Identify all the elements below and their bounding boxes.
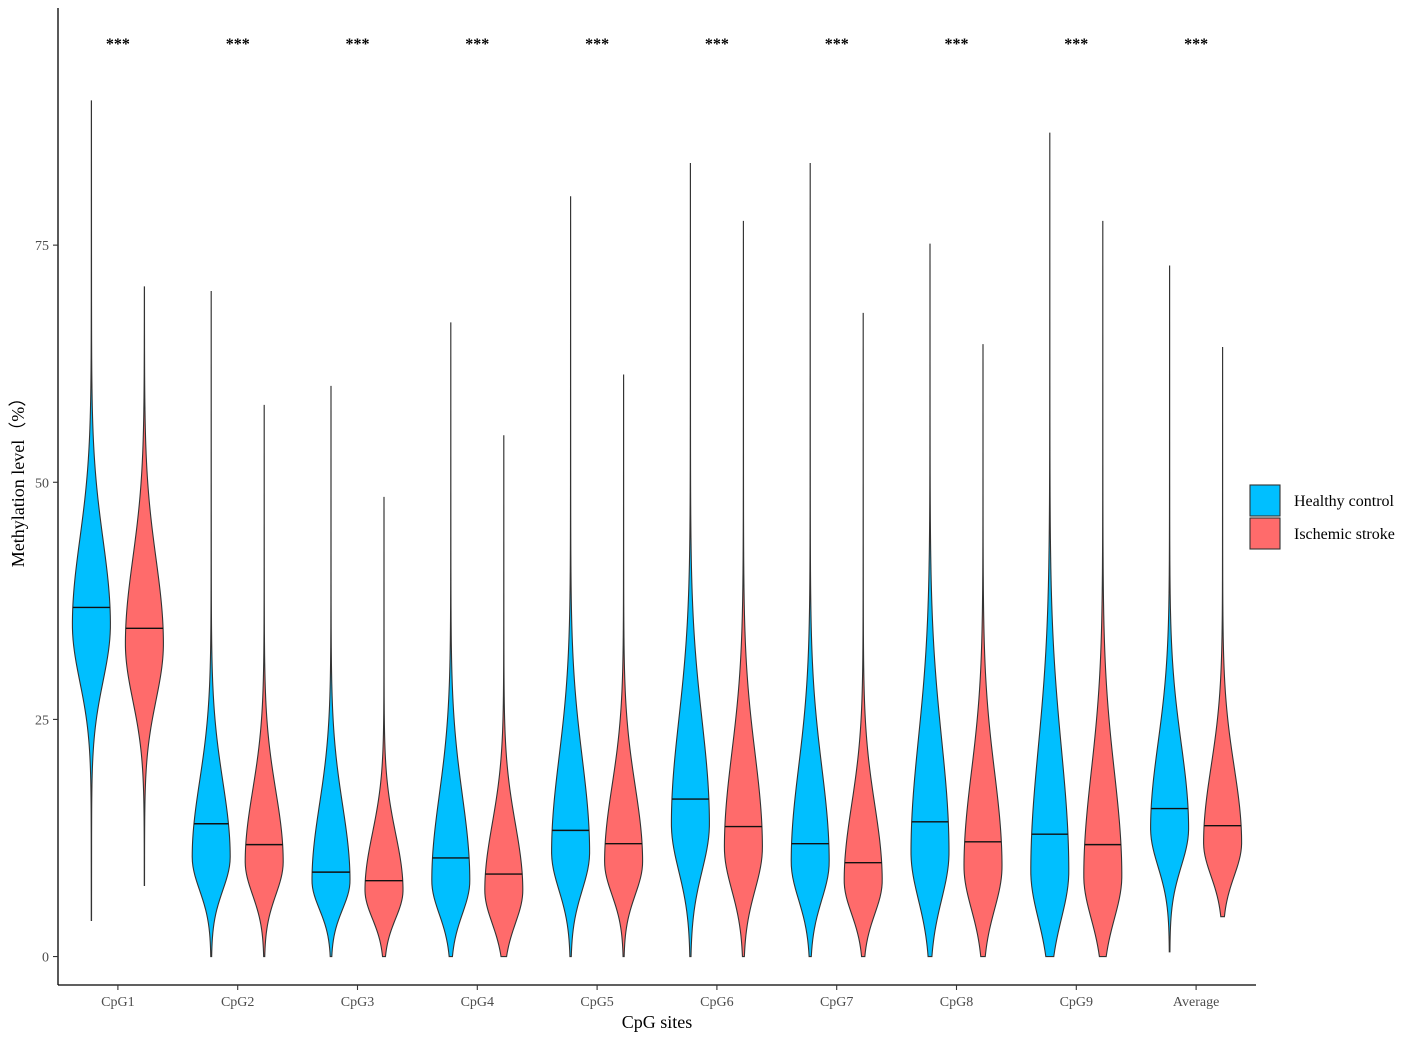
significance-label: *** [1184,36,1208,53]
violin-stroke [124,286,164,886]
significance-label: *** [825,36,849,53]
legend-swatch [1249,517,1281,550]
violin-healthy [1150,265,1190,953]
violin-healthy [431,322,471,958]
violin-stroke [364,496,404,958]
x-tick-label: CpG1 [101,995,134,1010]
significance-label: *** [465,36,489,53]
significance-label: *** [106,36,130,53]
violin-healthy [191,291,231,958]
violin-stroke [843,312,883,958]
x-tick-label: CpG6 [700,995,733,1010]
significance-label: *** [585,36,609,53]
legend-label: Healthy control [1294,493,1395,510]
plot-area [71,100,1243,958]
violin-healthy [1030,132,1070,958]
x-tick-label: CpG4 [461,995,494,1010]
legend-swatch [1249,484,1281,517]
violin-stroke [1203,347,1243,918]
violin-stroke [244,404,284,958]
x-tick-label: Average [1173,995,1219,1010]
violin-healthy [790,163,830,958]
x-tick-label: CpG5 [580,995,613,1010]
violin-healthy [311,385,351,958]
significance-label: *** [346,36,370,53]
violin-stroke [1083,220,1123,958]
y-axis-title: Methylation level（%） [8,389,28,567]
legend: Healthy control Ischemic stroke [1249,484,1395,550]
y-ticks: 0 25 50 75 [35,239,58,966]
x-tick-label: CpG3 [341,995,374,1010]
violin-healthy [670,163,710,958]
y-tick-label: 50 [35,476,49,491]
violin-healthy [910,243,950,958]
violin-healthy [71,100,111,922]
x-tick-label: CpG2 [221,995,254,1010]
x-tick-label: CpG8 [940,995,973,1010]
x-tick-label: CpG7 [820,995,853,1010]
significance-markers: *** *** *** *** *** *** *** *** *** *** [106,36,1208,53]
y-tick-label: 0 [42,951,49,966]
significance-label: *** [226,36,250,53]
x-tick-label: CpG9 [1060,995,1093,1010]
violin-stroke [604,374,644,958]
legend-label: Ischemic stroke [1294,526,1395,543]
violin-stroke [723,220,763,958]
x-ticks: CpG1 CpG2 CpG3 CpG4 CpG5 CpG6 CpG7 CpG8 CpG9 Aver… [101,985,1219,1010]
significance-label: *** [705,36,729,53]
violin-healthy [551,196,591,958]
x-axis-title: CpG sites [622,1012,693,1032]
violin-stroke [963,344,1003,958]
violin-stroke [484,435,524,958]
significance-label: *** [1064,36,1088,53]
y-tick-label: 75 [35,239,49,254]
y-tick-label: 25 [35,713,49,728]
significance-label: *** [945,36,969,53]
